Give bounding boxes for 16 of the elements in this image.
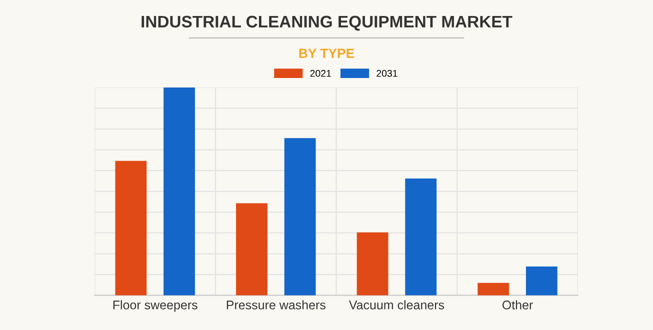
bar <box>284 138 316 296</box>
chart-subtitle: BY TYPE <box>299 48 354 58</box>
bar <box>356 232 388 296</box>
x-tick-label: Vacuum cleaners <box>348 300 444 310</box>
bar <box>164 87 195 296</box>
legend-label: 2021 <box>310 70 331 77</box>
bar <box>236 203 268 296</box>
bar <box>115 160 147 296</box>
x-tick-label: Floor sweepers <box>113 300 198 312</box>
x-tick-label: Other <box>502 300 533 310</box>
x-tick-label: Pressure washers <box>226 300 326 310</box>
legend-label: 2031 <box>376 70 398 77</box>
chart-title: INDUSTRIAL CLEANING EQUIPMENT MARKET <box>142 16 512 31</box>
bar <box>478 282 510 296</box>
bar <box>405 178 437 296</box>
bar <box>526 266 558 296</box>
